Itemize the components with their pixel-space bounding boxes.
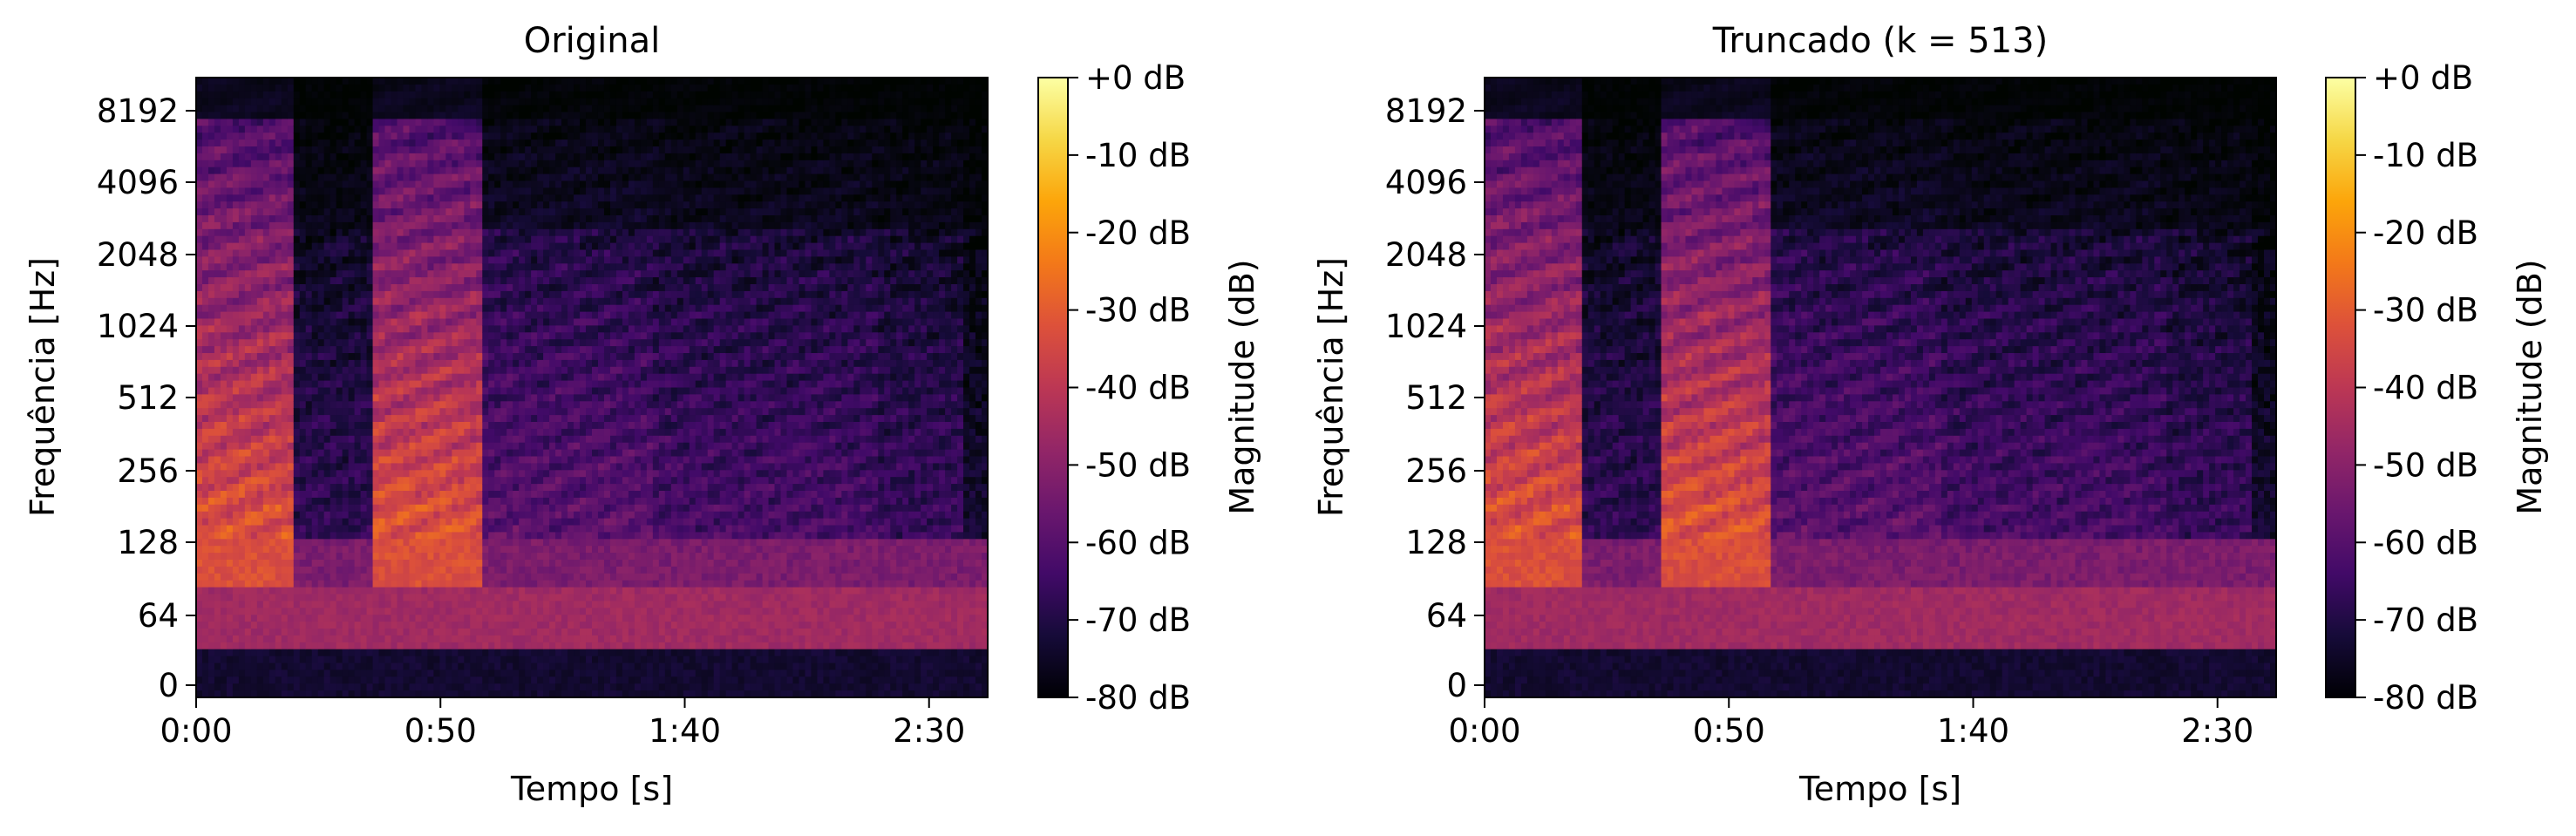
x-tick-label: 0:50: [404, 712, 477, 750]
colorbar-tick-label: -30 dB: [1085, 292, 1191, 330]
colorbar-tick-label: -70 dB: [2373, 602, 2478, 639]
spectrogram-panel-original: Original 0 64 128 256 512 1024 2048 4096 8192 0:…: [24, 21, 1261, 808]
y-tick-label: 8192: [97, 92, 179, 130]
y-tick-label: 128: [1405, 524, 1467, 561]
x-tick-label: 0:00: [160, 712, 232, 750]
x-axis-label: Tempo [s]: [1798, 770, 1961, 808]
plot-frame: [195, 77, 989, 698]
colorbar-ticks: +0 dB -10 dB -20 dB -30 dB -40 dB -50 dB -60 d…: [1068, 59, 1191, 717]
colorbar-label: Magnitude (dB): [2511, 259, 2549, 514]
colorbar-tick-label: -70 dB: [1085, 602, 1191, 639]
y-tick-label: 1024: [97, 308, 179, 345]
y-tick-label: 512: [1405, 379, 1467, 417]
colorbar-tick-label: -60 dB: [2373, 524, 2478, 561]
y-tick-label: 256: [117, 452, 179, 490]
y-tick-label: 64: [138, 597, 179, 635]
x-tick-label: 2:30: [893, 712, 965, 750]
x-tick-label: 1:40: [649, 712, 721, 750]
colorbar-tick-label: -60 dB: [1085, 524, 1191, 561]
y-tick-label: 2048: [1385, 236, 1467, 274]
colorbar-tick-label: -20 dB: [2373, 214, 2478, 252]
colorbar-gradient: [2326, 78, 2355, 697]
y-tick-label: 0: [158, 667, 179, 704]
colorbar-tick-label: +0 dB: [1085, 59, 1186, 97]
x-axis: 0:00 0:50 1:40 2:30: [160, 697, 965, 750]
spectrogram-image: [196, 78, 988, 697]
y-tick-label: 1024: [1385, 308, 1467, 345]
y-tick-label: 512: [117, 379, 179, 417]
colorbar-tick-label: -10 dB: [2373, 137, 2478, 174]
spectrogram-image: [1485, 78, 2276, 697]
plot-frame: [1484, 77, 2277, 698]
colorbar-tick-label: -50 dB: [2373, 446, 2478, 484]
colorbar-tick-label: -80 dB: [2373, 679, 2478, 717]
y-axis-label: Frequência [Hz]: [1312, 257, 1350, 517]
y-axis: 0 64 128 256 512 1024 2048 4096 8192: [1385, 92, 1485, 704]
x-axis: 0:00 0:50 1:40 2:30: [1448, 697, 2253, 750]
y-axis-label: Frequência [Hz]: [24, 257, 62, 517]
colorbar-tick-label: -20 dB: [1085, 214, 1191, 252]
colorbar-tick-label: -30 dB: [2373, 292, 2478, 330]
y-tick-label: 8192: [1385, 92, 1467, 130]
y-tick-label: 64: [1426, 597, 1467, 635]
y-tick-label: 4096: [1385, 164, 1467, 201]
y-tick-label: 256: [1405, 452, 1467, 490]
y-tick-label: 128: [117, 524, 179, 561]
x-tick-label: 2:30: [2181, 712, 2253, 750]
x-tick-label: 1:40: [1937, 712, 2009, 750]
colorbar-tick-label: -50 dB: [1085, 446, 1191, 484]
x-tick-label: 0:00: [1448, 712, 1520, 750]
colorbar: +0 dB -10 dB -20 dB -30 dB -40 dB -50 dB -60 d…: [1037, 59, 1261, 717]
chart-title: Original: [524, 21, 661, 61]
y-tick-label: 0: [1446, 667, 1467, 704]
y-tick-label: 4096: [97, 164, 179, 201]
colorbar-tick-label: -40 dB: [1085, 370, 1191, 407]
y-axis: 0 64 128 256 512 1024 2048 4096 8192: [97, 92, 196, 704]
colorbar-tick-label: +0 dB: [2373, 59, 2473, 97]
colorbar-gradient: [1038, 78, 1068, 697]
colorbar-tick-label: -40 dB: [2373, 370, 2478, 407]
colorbar-ticks: +0 dB -10 dB -20 dB -30 dB -40 dB -50 dB -60 d…: [2355, 59, 2478, 717]
colorbar-tick-label: -10 dB: [1085, 137, 1191, 174]
y-tick-label: 2048: [97, 236, 179, 274]
x-tick-label: 0:50: [1693, 712, 1765, 750]
colorbar-label: Magnitude (dB): [1223, 259, 1261, 514]
chart-title: Truncado (k = 513): [1712, 21, 2048, 61]
colorbar-tick-label: -80 dB: [1085, 679, 1191, 717]
colorbar: +0 dB -10 dB -20 dB -30 dB -40 dB -50 dB -60 d…: [2325, 59, 2549, 717]
x-axis-label: Tempo [s]: [510, 770, 673, 808]
spectrogram-panel-truncated: Truncado (k = 513) 0 64 128 256 512 1024 2048 4…: [1312, 21, 2549, 808]
